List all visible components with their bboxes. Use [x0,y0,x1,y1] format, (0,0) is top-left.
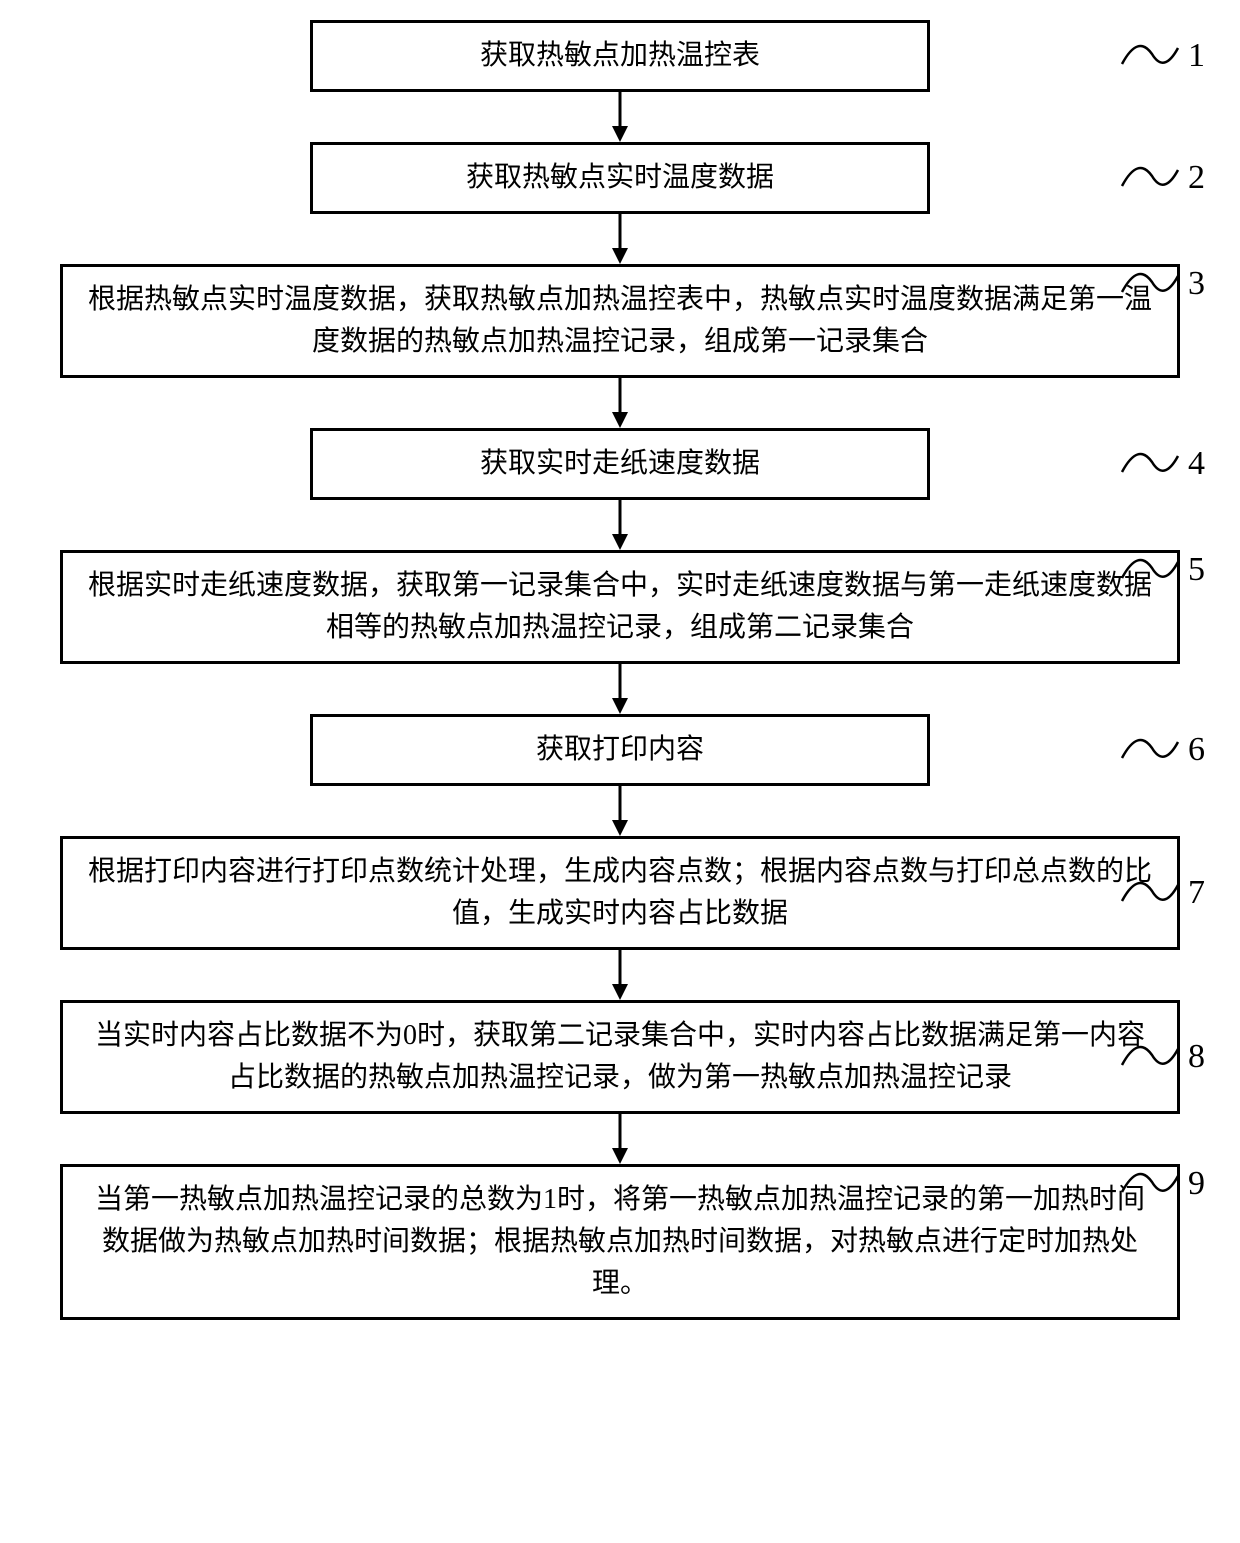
brace-icon [1120,156,1180,200]
flow-step: 根据实时走纸速度数据，获取第一记录集合中，实时走纸速度数据与第一走纸速度数据相等… [40,550,1200,664]
flow-text: 获取实时走纸速度数据 [480,443,760,485]
flow-arrow [40,1114,1200,1164]
flow-text: 获取热敏点加热温控表 [480,35,760,77]
flow-step: 当第一热敏点加热温控记录的总数为1时，将第一热敏点加热温控记录的第一加热时间数据… [40,1164,1200,1320]
step-number: 4 [1188,445,1205,483]
flow-box-2: 获取热敏点实时温度数据 [310,142,930,214]
flow-text: 当实时内容占比数据不为0时，获取第二记录集合中，实时内容占比数据满足第一内容占比… [83,1015,1157,1099]
flow-arrow [40,378,1200,428]
step-number: 5 [1188,551,1205,589]
flow-box-5: 根据实时走纸速度数据，获取第一记录集合中，实时走纸速度数据与第一走纸速度数据相等… [60,550,1180,664]
flow-step: 获取热敏点实时温度数据 2 [40,142,1200,214]
flowchart-container: 获取热敏点加热温控表 1 获取热敏点实时温度数据 2 根据热敏点实时温度数据，获… [40,20,1200,1320]
flow-step: 获取热敏点加热温控表 1 [40,20,1200,92]
step-number: 3 [1188,265,1205,303]
step-number: 2 [1188,159,1205,197]
flow-box-8: 当实时内容占比数据不为0时，获取第二记录集合中，实时内容占比数据满足第一内容占比… [60,1000,1180,1114]
flow-box-7: 根据打印内容进行打印点数统计处理，生成内容点数；根据内容点数与打印总点数的比值，… [60,836,1180,950]
flow-step: 获取打印内容 6 [40,714,1200,786]
step-label-group: 6 [1120,728,1205,772]
step-label-group: 4 [1120,442,1205,486]
flow-step: 获取实时走纸速度数据 4 [40,428,1200,500]
step-number: 1 [1188,37,1205,75]
flow-box-9: 当第一热敏点加热温控记录的总数为1时，将第一热敏点加热温控记录的第一加热时间数据… [60,1164,1180,1320]
step-label-group: 9 [1120,1162,1205,1206]
flow-step: 当实时内容占比数据不为0时，获取第二记录集合中，实时内容占比数据满足第一内容占比… [40,1000,1200,1114]
step-number: 6 [1188,731,1205,769]
flow-step: 根据热敏点实时温度数据，获取热敏点加热温控表中，热敏点实时温度数据满足第一温度数… [40,264,1200,378]
brace-icon [1120,1035,1180,1079]
flow-box-6: 获取打印内容 [310,714,930,786]
flow-step: 根据打印内容进行打印点数统计处理，生成内容点数；根据内容点数与打印总点数的比值，… [40,836,1200,950]
flow-arrow [40,786,1200,836]
step-label-group: 1 [1120,34,1205,78]
flow-box-3: 根据热敏点实时温度数据，获取热敏点加热温控表中，热敏点实时温度数据满足第一温度数… [60,264,1180,378]
step-number: 7 [1188,874,1205,912]
flow-text: 当第一热敏点加热温控记录的总数为1时，将第一热敏点加热温控记录的第一加热时间数据… [83,1179,1157,1305]
flow-text: 获取热敏点实时温度数据 [466,157,774,199]
brace-icon [1120,442,1180,486]
brace-icon [1120,871,1180,915]
flow-box-1: 获取热敏点加热温控表 [310,20,930,92]
step-label-group: 2 [1120,156,1205,200]
flow-arrow [40,500,1200,550]
step-label-group: 8 [1120,1035,1205,1079]
step-number: 9 [1188,1165,1205,1203]
flow-text: 获取打印内容 [536,729,704,771]
brace-icon [1120,34,1180,78]
flow-arrow [40,664,1200,714]
brace-icon [1120,548,1180,592]
brace-icon [1120,262,1180,306]
flow-arrow [40,92,1200,142]
flow-box-4: 获取实时走纸速度数据 [310,428,930,500]
step-number: 8 [1188,1038,1205,1076]
step-label-group: 5 [1120,548,1205,592]
flow-arrow [40,950,1200,1000]
flow-text: 根据打印内容进行打印点数统计处理，生成内容点数；根据内容点数与打印总点数的比值，… [83,851,1157,935]
flow-arrow [40,214,1200,264]
flow-text: 根据热敏点实时温度数据，获取热敏点加热温控表中，热敏点实时温度数据满足第一温度数… [83,279,1157,363]
flow-text: 根据实时走纸速度数据，获取第一记录集合中，实时走纸速度数据与第一走纸速度数据相等… [83,565,1157,649]
brace-icon [1120,1162,1180,1206]
brace-icon [1120,728,1180,772]
step-label-group: 7 [1120,871,1205,915]
step-label-group: 3 [1120,262,1205,306]
